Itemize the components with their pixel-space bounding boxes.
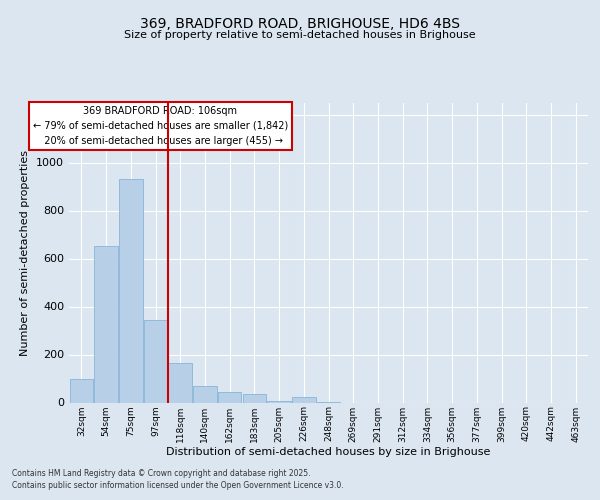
Text: Size of property relative to semi-detached houses in Brighouse: Size of property relative to semi-detach… [124,30,476,40]
Bar [94,246,118,402]
Bar [70,379,93,402]
Bar [144,320,167,402]
Text: 369, BRADFORD ROAD, BRIGHOUSE, HD6 4BS: 369, BRADFORD ROAD, BRIGHOUSE, HD6 4BS [140,18,460,32]
Y-axis label: Number of semi-detached properties: Number of semi-detached properties [20,150,31,356]
Text: Contains HM Land Registry data © Crown copyright and database right 2025.: Contains HM Land Registry data © Crown c… [12,469,311,478]
X-axis label: Distribution of semi-detached houses by size in Brighouse: Distribution of semi-detached houses by … [166,447,491,457]
Text: 369 BRADFORD ROAD: 106sqm
← 79% of semi-detached houses are smaller (1,842)
  20: 369 BRADFORD ROAD: 106sqm ← 79% of semi-… [33,106,288,146]
Bar [119,180,143,402]
Bar [169,364,192,403]
Bar [268,401,291,402]
Bar [193,386,217,402]
Bar [218,392,241,402]
Text: Contains public sector information licensed under the Open Government Licence v3: Contains public sector information licen… [12,480,344,490]
Bar [242,394,266,402]
Bar [292,396,316,402]
